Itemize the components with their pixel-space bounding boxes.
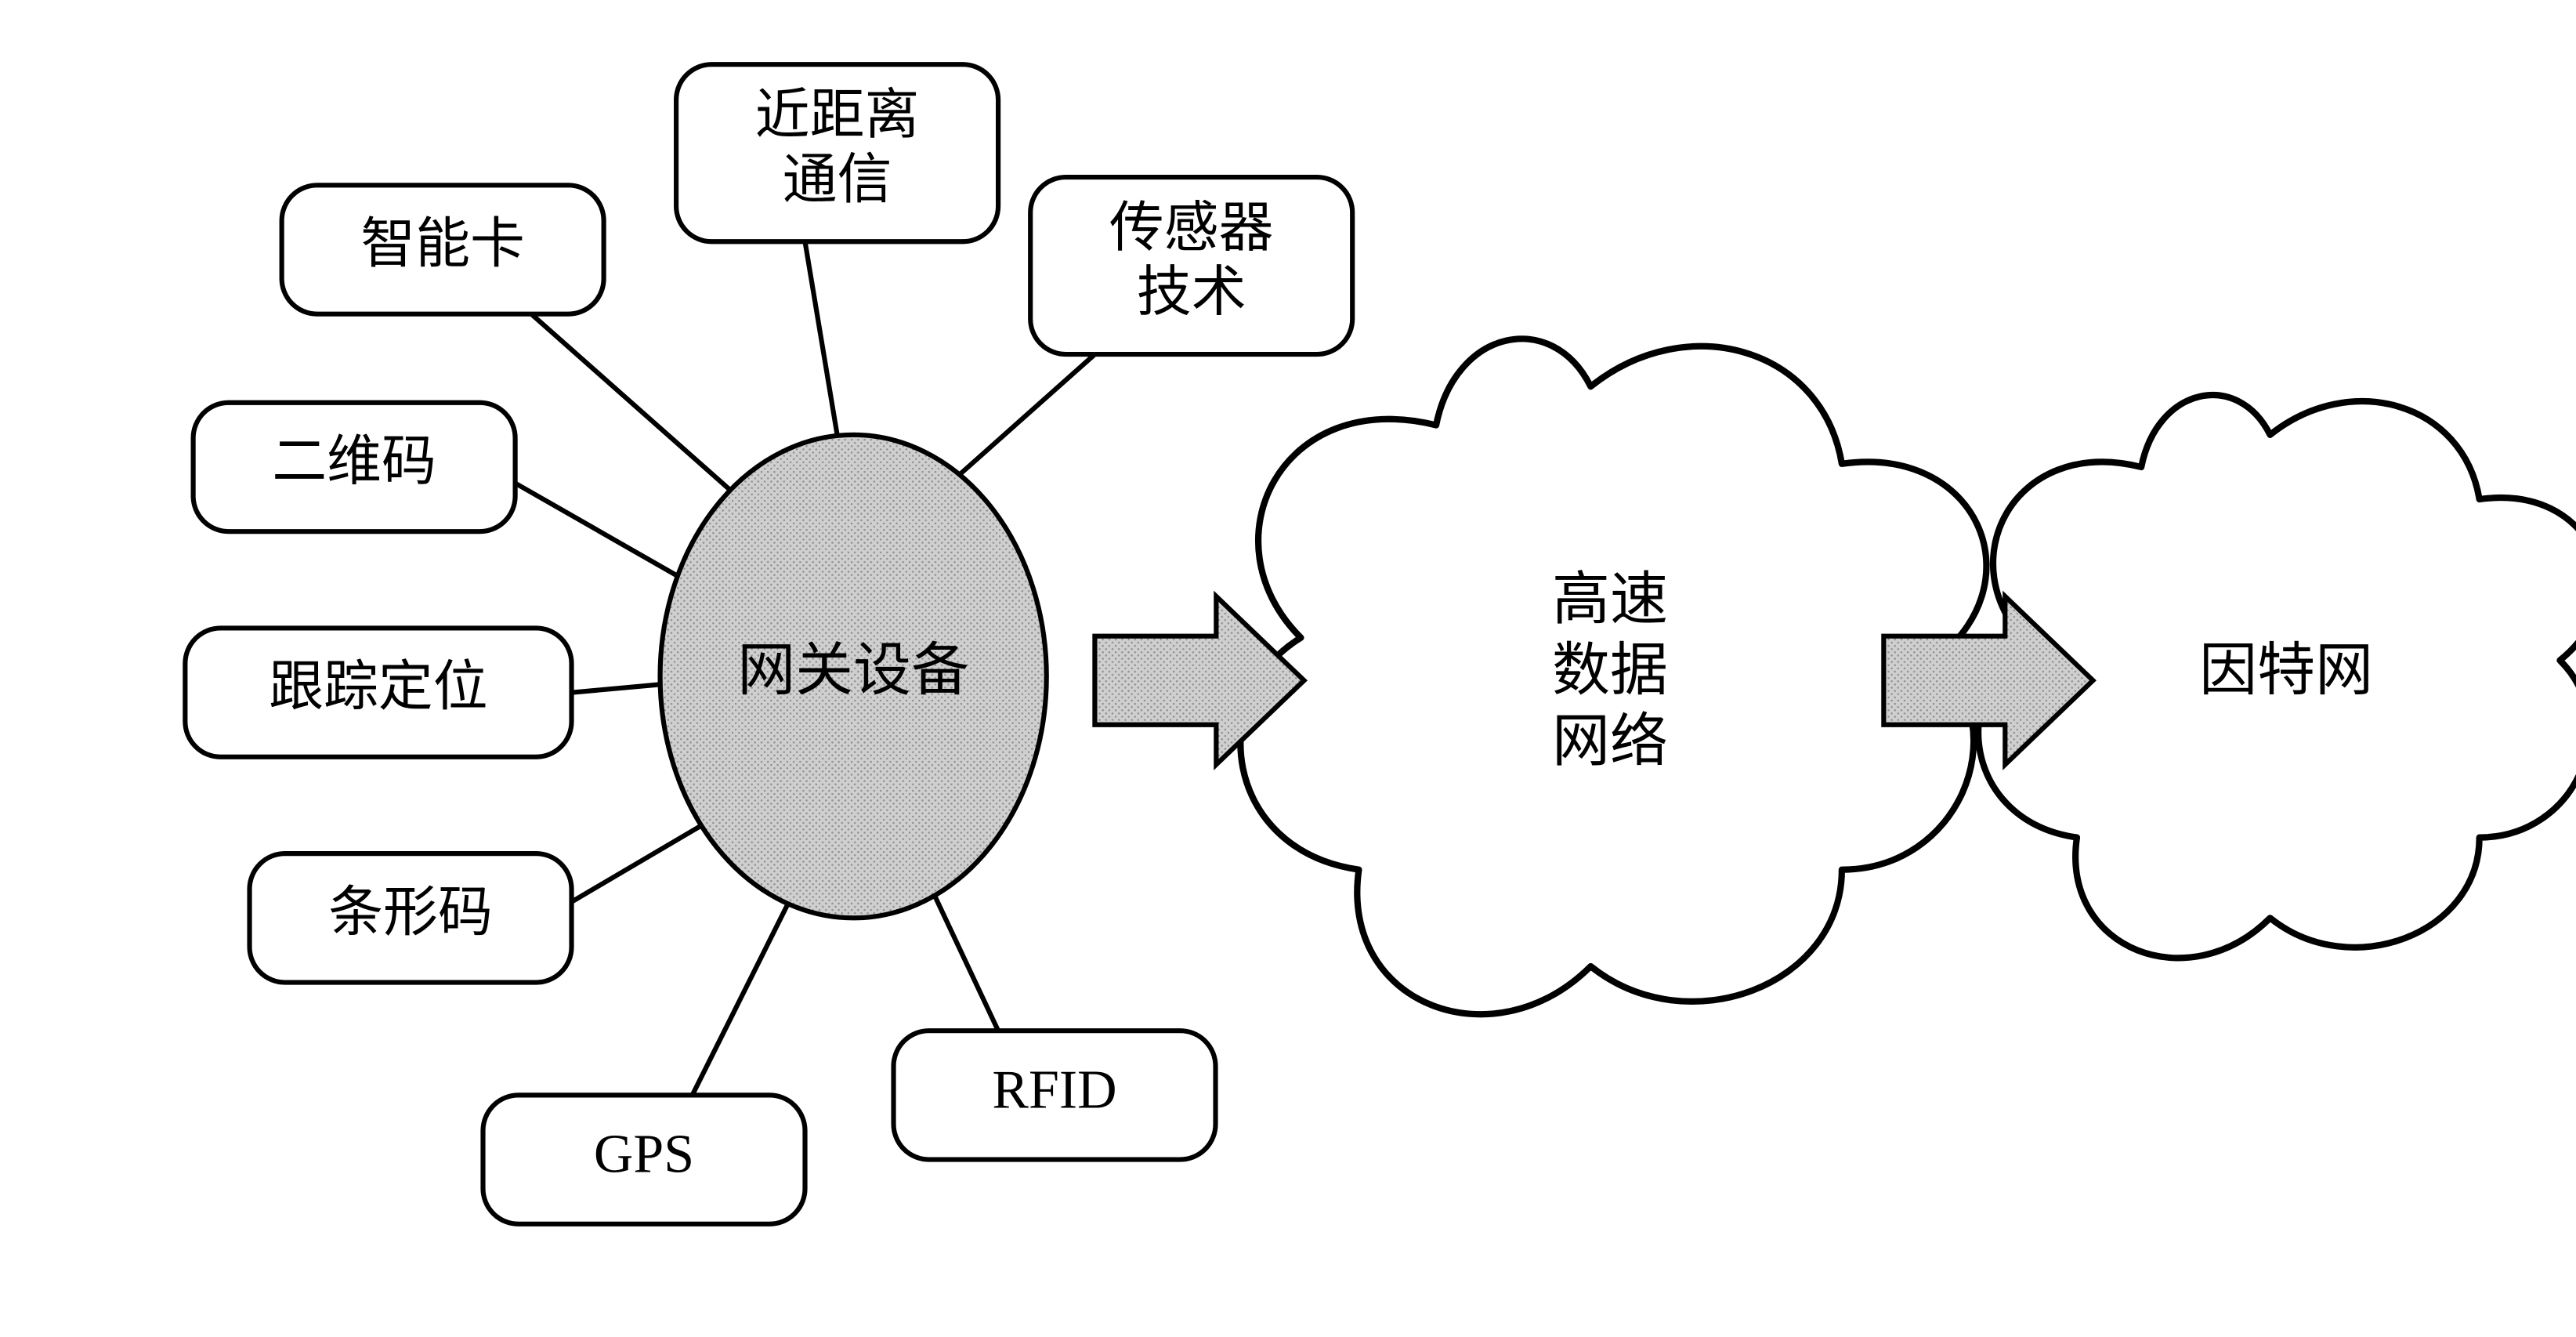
node-smartcard-label: 智能卡 (360, 215, 525, 275)
edge-tracking-gateway (572, 684, 660, 692)
node-gps-label: GPS (594, 1125, 694, 1185)
node-gateway-label: 网关设备 (737, 639, 969, 703)
node-barcode-label: 条形码 (328, 882, 493, 943)
node-hsdn-label: 数据 (1552, 639, 1668, 703)
edge-qrcode-gateway (516, 483, 685, 579)
node-barcode: 条形码 (250, 853, 572, 982)
node-internet-label: 因特网 (2199, 639, 2373, 703)
node-gps: GPS (483, 1095, 805, 1223)
node-nfc: 近距离通信 (676, 64, 998, 241)
edge-gps-gateway (693, 902, 789, 1096)
node-sensor: 传感器技术 (1030, 177, 1352, 354)
node-nfc-label: 近距离 (755, 85, 920, 146)
node-gateway: 网关设备 (660, 435, 1047, 918)
edge-nfc-gateway (805, 241, 838, 435)
node-qrcode-label: 二维码 (272, 432, 436, 492)
node-hsdn-label: 网络 (1552, 709, 1668, 774)
nodes-layer: 网关设备智能卡近距离通信传感器技术二维码跟踪定位条形码GPSRFID高速数据网络… (185, 64, 2576, 1224)
edge-barcode-gateway (572, 821, 709, 902)
node-tracking: 跟踪定位 (185, 628, 571, 756)
node-smartcard: 智能卡 (282, 185, 604, 313)
node-qrcode: 二维码 (194, 403, 516, 531)
node-tracking-label: 跟踪定位 (269, 658, 487, 718)
node-sensor-label: 传感器 (1109, 198, 1274, 259)
edge-smartcard-gateway (531, 314, 740, 499)
node-sensor-label: 技术 (1137, 263, 1246, 323)
edge-sensor-gateway (950, 354, 1094, 483)
node-rfid-label: RFID (992, 1060, 1116, 1120)
node-hsdn: 高速数据网络 (1240, 339, 1986, 1014)
node-hsdn-label: 高速 (1552, 568, 1668, 632)
edge-rfid-gateway (934, 894, 998, 1031)
node-rfid: RFID (894, 1031, 1216, 1159)
diagram-canvas: 网关设备智能卡近距离通信传感器技术二维码跟踪定位条形码GPSRFID高速数据网络… (0, 0, 2576, 1337)
node-nfc-label: 通信 (783, 150, 892, 210)
